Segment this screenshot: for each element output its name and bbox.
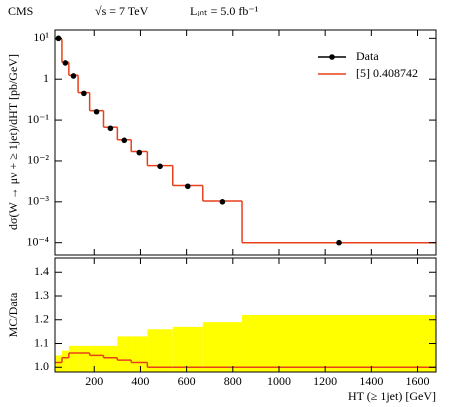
data-point	[62, 60, 69, 66]
x-tick-label: 800	[224, 374, 242, 388]
plot-frame	[54, 257, 437, 373]
uncertainty-band	[147, 329, 173, 372]
y-tick-label: 1.2	[34, 312, 49, 326]
energy-label: √s = 7 TeV	[95, 4, 149, 18]
y-tick-label: 10¹	[33, 30, 49, 44]
ratio-axis-label: MC/Data	[6, 292, 20, 337]
data-point	[336, 239, 342, 246]
legend-label: Data	[356, 49, 379, 63]
y-tick-label: 1	[43, 71, 49, 85]
x-tick-label: 1200	[313, 374, 337, 388]
uncertainty-band	[172, 326, 203, 372]
data-point	[93, 108, 100, 115]
uncertainty-band	[89, 345, 104, 372]
x-tick-label: 1400	[359, 374, 383, 388]
x-tick-label: 400	[131, 374, 149, 388]
legend-label: [5] 0.408742	[356, 66, 418, 80]
uncertainty-band	[78, 345, 90, 372]
uncertainty-band	[202, 322, 243, 372]
y-tick-label: 1.0	[34, 359, 49, 373]
uncertainty-band	[61, 350, 69, 372]
y-axis-label: dσ(W → μν + ≥ 1jet)/dHT [pb/GeV]	[6, 54, 20, 230]
lumi-label: Lᵢₙₜ = 5.0 fb⁻¹	[190, 4, 259, 18]
y-tick-label: 10⁻⁴	[26, 234, 49, 248]
data-point	[184, 183, 191, 190]
x-tick-label: 1000	[267, 374, 291, 388]
uncertainty-band	[242, 315, 436, 372]
data-point	[219, 199, 226, 205]
uncertainty-band	[117, 336, 132, 372]
y-tick-label: 1.3	[34, 288, 49, 302]
y-tick-label: 10⁻²	[27, 153, 49, 167]
x-tick-label: 200	[85, 374, 103, 388]
data-point	[70, 73, 77, 79]
legend-marker	[329, 54, 335, 60]
experiment-label: CMS	[8, 4, 33, 18]
x-tick-label: 600	[178, 374, 196, 388]
y-tick-label: 1.1	[34, 335, 49, 349]
data-point	[157, 163, 163, 170]
uncertainty-band	[103, 345, 118, 372]
uncertainty-band	[131, 336, 148, 372]
x-axis-label: HT (≥ 1jet) [GeV]	[348, 389, 436, 403]
uncertainty-band	[55, 355, 62, 372]
data-point	[81, 90, 87, 97]
plot-frame	[54, 29, 437, 256]
y-tick-label: 1.4	[34, 264, 49, 278]
y-tick-label: 10⁻³	[27, 194, 49, 208]
data-point	[121, 137, 128, 144]
data-point	[136, 149, 143, 156]
data-point	[107, 125, 114, 132]
x-tick-label: 1600	[406, 374, 430, 388]
uncertainty-band	[68, 345, 79, 372]
y-tick-label: 10⁻¹	[27, 112, 49, 126]
